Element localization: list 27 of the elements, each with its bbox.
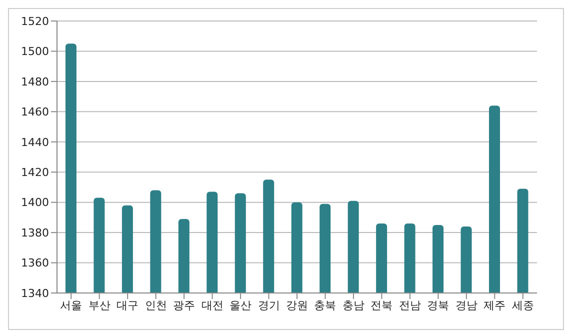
y-tick-label: 1480: [21, 75, 49, 88]
x-tick-label: 경북: [427, 298, 450, 312]
x-tick-label: 전북: [370, 298, 393, 312]
y-tick-label: 1360: [21, 256, 49, 270]
y-tick-label: 1500: [21, 45, 49, 58]
y-tick-label: 1420: [21, 166, 49, 180]
x-tick-label: 부산: [88, 298, 110, 312]
x-tick-label: 세종: [512, 298, 534, 312]
y-tick-label: 1340: [21, 286, 49, 300]
x-tick-label: 광주: [173, 298, 196, 312]
x-tick-label: 서울: [60, 298, 82, 312]
x-tick-label: 경기: [258, 298, 280, 312]
y-tick-label: 1400: [21, 196, 49, 210]
x-tick-label: 인천: [144, 298, 167, 312]
x-tick-label: 대전: [201, 298, 224, 312]
x-tick-label: 울산: [230, 298, 252, 312]
x-tick-label: 충북: [314, 298, 336, 312]
y-tick-label: 1460: [21, 106, 49, 119]
x-tick-label: 경남: [455, 298, 478, 312]
x-tick-label: 강원: [286, 298, 308, 312]
x-tick-label: 제주: [484, 298, 506, 312]
x-tick-label: 대구: [116, 298, 139, 312]
y-tick-label: 1520: [21, 14, 49, 28]
x-tick-label: 전남: [398, 298, 421, 312]
y-tick-label: 1440: [21, 136, 49, 149]
y-tick-label: 1380: [21, 226, 49, 240]
x-tick-label: 충남: [342, 298, 364, 312]
